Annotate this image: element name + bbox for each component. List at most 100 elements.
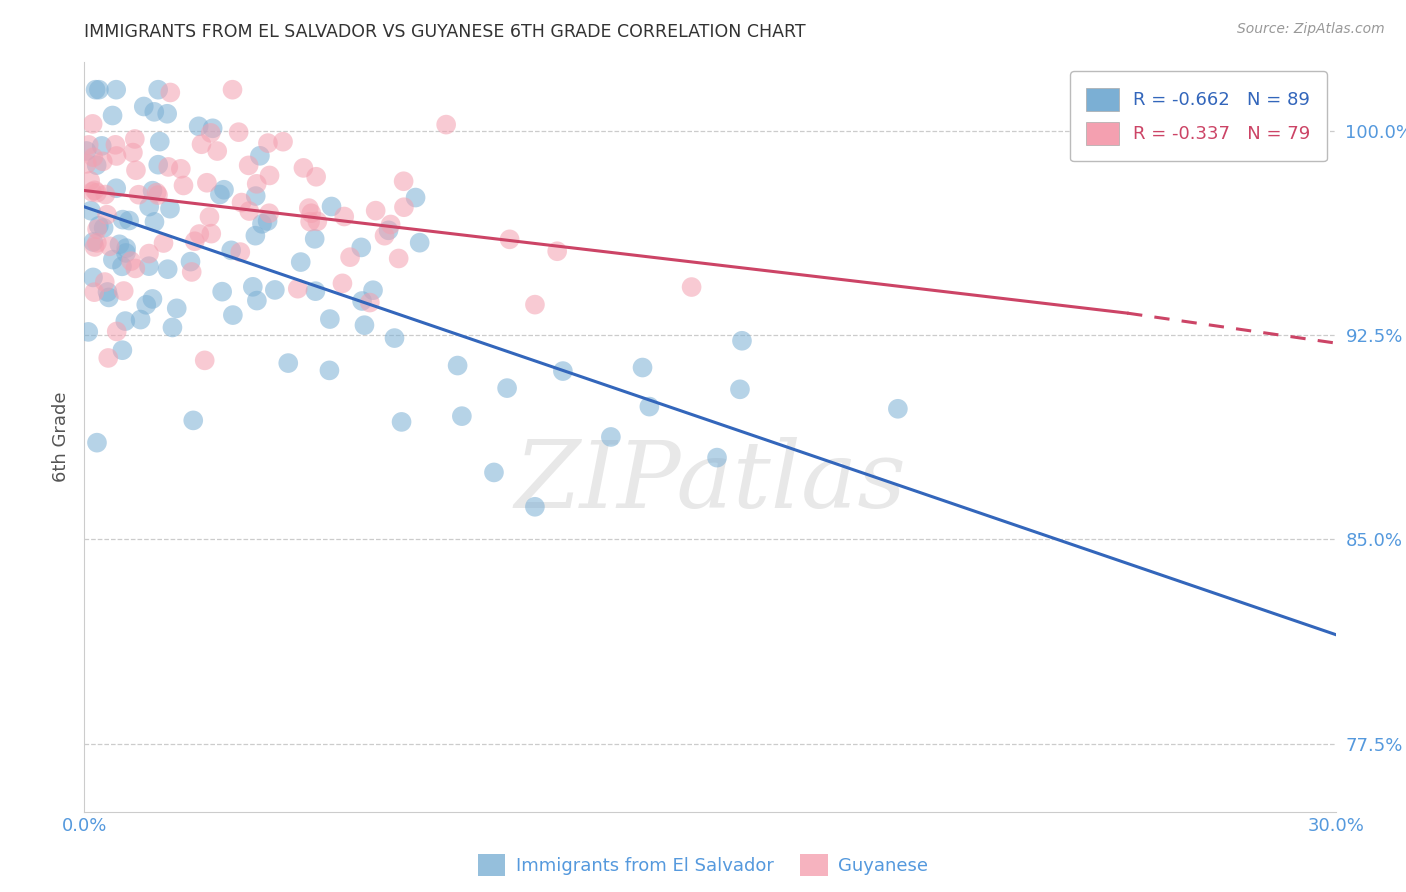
Point <box>200 126 222 140</box>
Point <box>118 213 141 227</box>
Point <box>146 188 169 202</box>
Point <box>380 218 402 232</box>
Point <box>180 265 202 279</box>
Point <box>82 235 104 249</box>
Point <box>159 86 181 100</box>
Point <box>97 351 120 365</box>
Point <box>148 158 170 172</box>
Point <box>405 190 427 204</box>
Point <box>132 99 155 113</box>
Point <box>321 200 343 214</box>
Legend: Immigrants from El Salvador, Guyanese: Immigrants from El Salvador, Guyanese <box>471 847 935 883</box>
Point <box>86 158 108 172</box>
Point <box>299 206 322 220</box>
Point <box>551 364 574 378</box>
Point <box>187 120 209 134</box>
Point <box>482 466 505 480</box>
Point <box>434 118 457 132</box>
Point <box>83 183 105 197</box>
Point <box>219 244 242 258</box>
Point <box>83 240 105 254</box>
Point <box>111 212 134 227</box>
Point <box>138 200 160 214</box>
Point <box>87 219 110 233</box>
Point <box>211 285 233 299</box>
Text: IMMIGRANTS FROM EL SALVADOR VS GUYANESE 6TH GRADE CORRELATION CHART: IMMIGRANTS FROM EL SALVADOR VS GUYANESE … <box>84 23 806 41</box>
Point <box>157 160 180 174</box>
Point <box>359 295 381 310</box>
Point <box>96 208 118 222</box>
Point <box>173 178 195 193</box>
Point <box>135 298 157 312</box>
Point <box>391 415 413 429</box>
Point <box>198 210 221 224</box>
Point <box>152 235 174 250</box>
Point <box>238 204 260 219</box>
Point <box>257 136 280 150</box>
Point <box>80 203 103 218</box>
Point <box>80 185 103 199</box>
Point <box>166 301 188 316</box>
Point <box>287 282 309 296</box>
Point <box>728 382 751 396</box>
Point <box>82 150 104 164</box>
Point <box>105 83 128 97</box>
Point <box>115 246 138 260</box>
Point <box>111 343 134 358</box>
Point <box>245 228 267 243</box>
Point <box>101 108 124 122</box>
Point <box>408 235 430 250</box>
Point <box>141 184 163 198</box>
Point <box>307 214 329 228</box>
Point <box>256 214 278 228</box>
Point <box>145 186 167 200</box>
Point <box>148 83 170 97</box>
Point <box>242 280 264 294</box>
Point <box>212 183 235 197</box>
Point <box>373 228 395 243</box>
Point <box>332 277 354 291</box>
Point <box>105 181 128 195</box>
Point <box>246 293 269 308</box>
Point <box>259 169 281 183</box>
Point <box>201 121 224 136</box>
Point <box>83 285 105 300</box>
Point <box>245 189 267 203</box>
Point <box>76 157 98 171</box>
Point <box>149 135 172 149</box>
Point <box>159 202 181 216</box>
Point <box>75 144 97 158</box>
Point <box>887 401 910 416</box>
Point <box>125 163 148 178</box>
Point <box>122 145 145 160</box>
Point <box>231 195 253 210</box>
Point <box>384 331 406 345</box>
Point <box>392 200 415 214</box>
Point <box>82 270 104 285</box>
Point <box>129 312 152 326</box>
Point <box>93 221 115 235</box>
Point <box>138 246 160 260</box>
Point <box>250 217 273 231</box>
Y-axis label: 6th Grade: 6th Grade <box>52 392 70 483</box>
Point <box>364 203 387 218</box>
Point <box>87 83 110 97</box>
Point <box>188 227 211 241</box>
Point <box>194 353 217 368</box>
Point <box>77 325 100 339</box>
Point <box>124 261 146 276</box>
Point <box>91 154 114 169</box>
Point <box>292 161 315 175</box>
Point <box>170 161 193 176</box>
Point <box>208 187 231 202</box>
Point <box>141 292 163 306</box>
Point <box>84 83 107 97</box>
Point <box>105 149 128 163</box>
Point <box>599 430 621 444</box>
Point <box>377 223 399 237</box>
Point <box>120 254 142 268</box>
Point <box>162 320 184 334</box>
Point <box>156 107 179 121</box>
Point <box>290 255 312 269</box>
Point <box>228 125 250 139</box>
